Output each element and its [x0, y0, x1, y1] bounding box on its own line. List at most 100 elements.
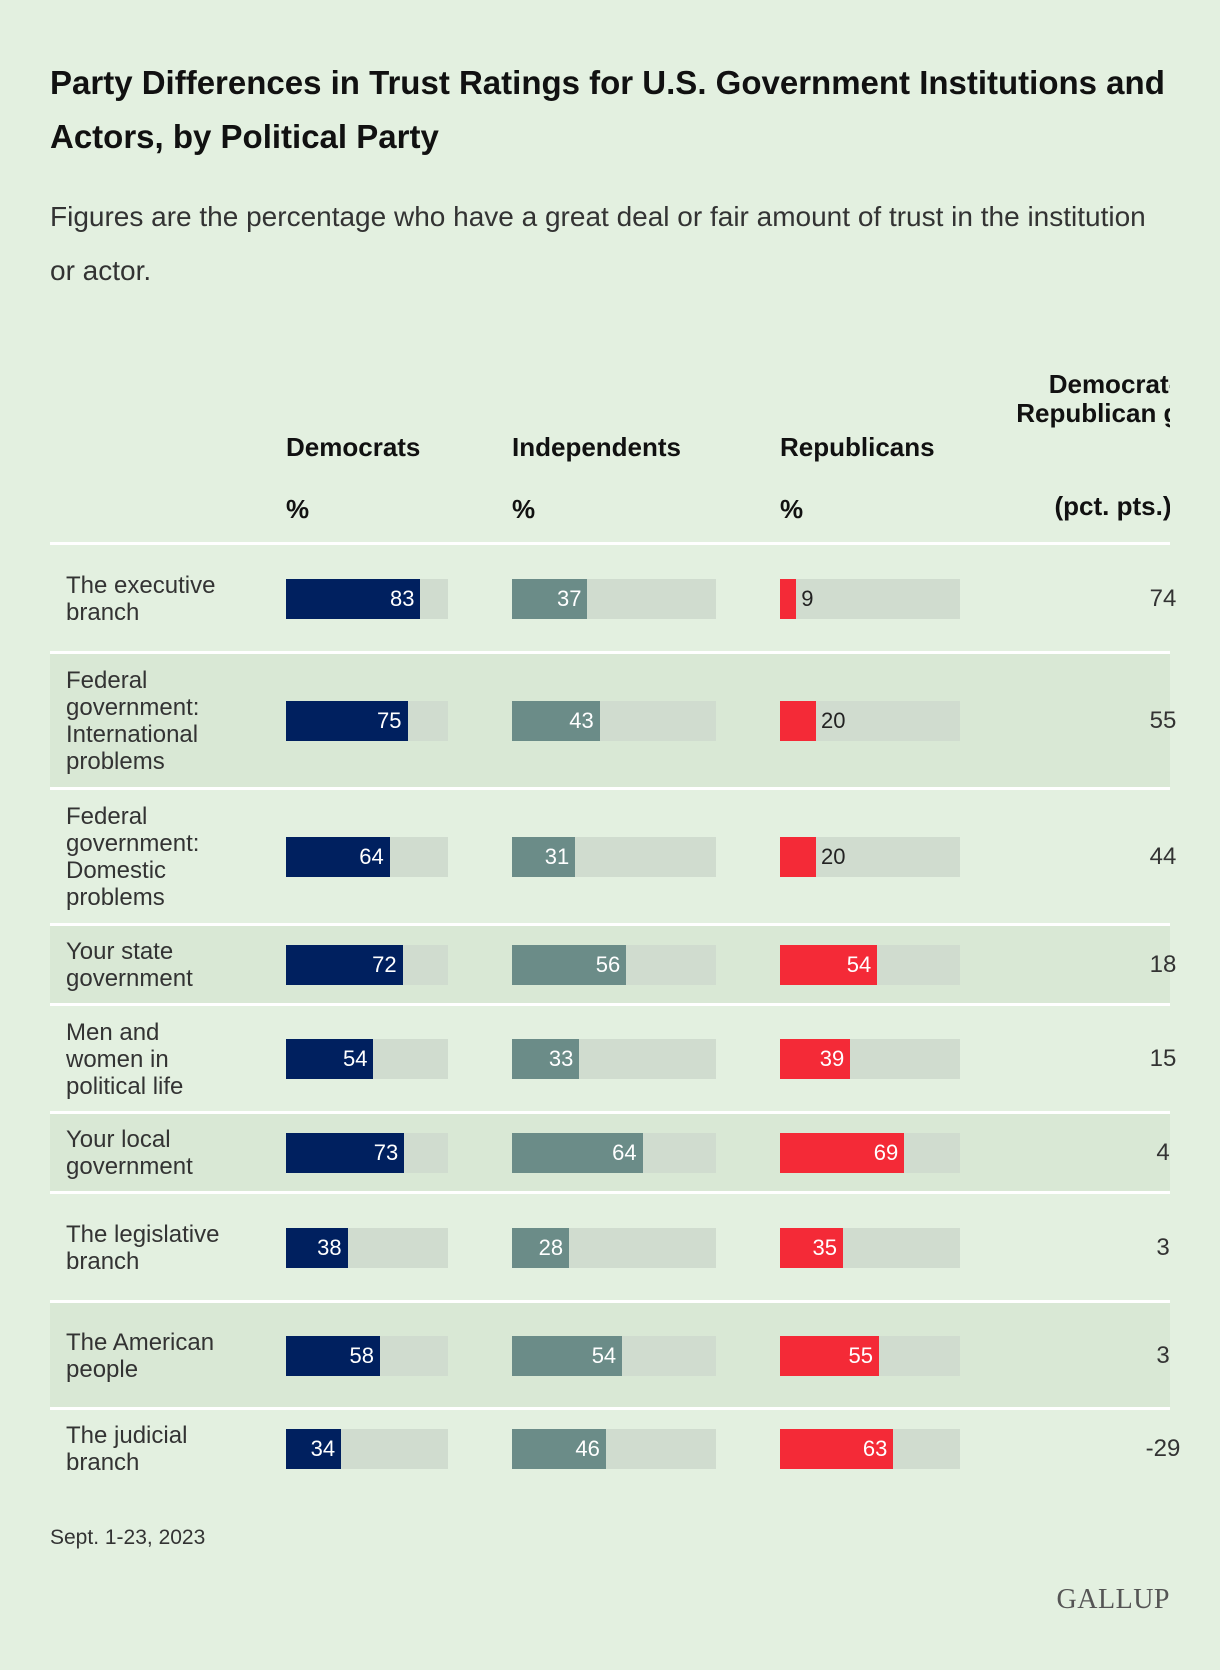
democrats-bar-track: 64	[286, 837, 448, 877]
democrats-bar	[286, 1428, 342, 1469]
row-label: Federal government: Domestic problems	[66, 803, 200, 911]
gap-value: 15	[1149, 1045, 1177, 1072]
republicans-bar	[780, 1039, 851, 1079]
gap-value: 55	[1149, 707, 1177, 734]
table-row: The judicial branch 34 46 63 -29	[50, 1407, 1180, 1486]
gap-value: 74	[1149, 584, 1177, 612]
republicans-bar-track: 20	[780, 701, 960, 741]
republicans-bar	[780, 1227, 843, 1268]
republicans-value-label: 39	[819, 1046, 845, 1071]
independents-bar	[512, 1133, 643, 1173]
table-row: The legislative branch 38 28 35 3	[50, 1191, 1170, 1300]
independents-value-label: 64	[612, 1140, 637, 1165]
republicans-bar-track: 55	[780, 1335, 960, 1376]
democrats-bar-track: 34	[286, 1428, 448, 1469]
independents-bar	[512, 701, 600, 741]
chart-subtitle: Figures are the percentage who have a gr…	[50, 201, 1146, 286]
gap-value: 18	[1149, 951, 1177, 978]
independents-bar	[512, 1039, 580, 1079]
democrats-value-label: 58	[349, 1342, 374, 1368]
table-row: Men and women in political life 54 33 39 15	[50, 1003, 1176, 1111]
republicans-bar	[780, 945, 878, 985]
republicans-value-label: 20	[821, 708, 846, 733]
independents-bar-track: 64	[512, 1133, 716, 1173]
independents-bar	[512, 1227, 570, 1268]
independents-value-label: 56	[595, 952, 621, 977]
independents-bar	[512, 837, 576, 877]
table-row: Federal government: Domestic problems 64 3…	[50, 787, 1176, 923]
democrats-bar	[286, 1133, 405, 1173]
democrats-bar-track: 83	[286, 578, 448, 619]
democrats-value-label: 34	[310, 1435, 336, 1461]
independents-value-label: 37	[557, 585, 582, 611]
independents-bar-track: 28	[512, 1227, 716, 1268]
gap-value: 3	[1156, 1233, 1170, 1261]
democrats-bar-track: 38	[286, 1227, 448, 1268]
independents-bar-track: 46	[512, 1428, 716, 1469]
democrats-bar	[286, 945, 403, 985]
gap-value: 3	[1156, 1341, 1170, 1369]
independents-bar	[512, 1428, 606, 1469]
independents-bar	[512, 945, 627, 985]
republicans-bar-track: 63	[780, 1428, 960, 1469]
republicans-bar-track: 54	[780, 945, 960, 985]
independents-value-label: 43	[569, 708, 594, 733]
row-label: Men and women in political life	[66, 1018, 184, 1100]
republicans-bar	[780, 1133, 905, 1173]
democrats-bar-track: 58	[286, 1335, 448, 1376]
democrats-value-label: 72	[372, 952, 397, 977]
gap-value: -29	[1145, 1434, 1181, 1462]
republicans-bar-track: 69	[780, 1133, 960, 1173]
header-democrats: Democrats	[286, 432, 421, 462]
row-label: The American people	[66, 1328, 215, 1383]
header-republicans-pct: %	[780, 494, 804, 524]
independents-bar-track: 56	[512, 945, 716, 985]
independents-bar-track: 54	[512, 1335, 716, 1376]
republicans-bar	[780, 701, 816, 741]
row-label: Your local government	[66, 1126, 193, 1180]
table-row: Your state government 72 56 54 18	[50, 923, 1176, 1003]
row-label: Federal government: International proble…	[66, 667, 200, 775]
democrats-bar	[286, 578, 421, 619]
independents-bar-track: 33	[512, 1039, 716, 1079]
republicans-value-label: 63	[862, 1435, 888, 1461]
republicans-value-label: 9	[801, 585, 814, 611]
table-row: The American people 58 54 55 3	[50, 1300, 1170, 1407]
democrats-bar	[286, 1335, 380, 1376]
independents-bar-track: 43	[512, 701, 716, 741]
democrats-bar	[286, 1039, 374, 1079]
header-gap-container: Democrat-Republican gap (pct. pts.)	[1000, 370, 1170, 540]
democrats-bar	[286, 1227, 348, 1268]
row-label: The judicial branch	[66, 1421, 188, 1476]
democrats-value-label: 73	[373, 1140, 399, 1165]
row-label: Your state government	[66, 938, 193, 992]
republicans-bar-track: 9	[780, 578, 960, 619]
survey-date: Sept. 1-23, 2023	[50, 1526, 206, 1549]
republicans-bar	[780, 1335, 879, 1376]
independents-value-label: 54	[591, 1342, 617, 1368]
republicans-bar	[780, 1428, 894, 1469]
row-label: The executive branch	[66, 571, 216, 626]
header-independents-pct: %	[512, 494, 536, 524]
independents-value-label: 33	[548, 1046, 574, 1071]
independents-bar-track: 37	[512, 578, 716, 619]
header-democrats-pct: %	[286, 494, 310, 524]
democrats-value-label: 75	[377, 708, 402, 733]
democrats-bar-track: 75	[286, 701, 448, 741]
democrats-value-label: 83	[389, 585, 415, 611]
gap-value: 44	[1149, 843, 1177, 870]
republicans-value-label: 20	[821, 844, 846, 869]
chart-title: Party Differences in Trust Ratings for U…	[50, 64, 1165, 155]
democrats-bar-track: 54	[286, 1039, 448, 1079]
republicans-bar	[780, 578, 797, 619]
democrats-bar	[286, 701, 408, 741]
republicans-bar-track: 39	[780, 1039, 960, 1079]
democrats-bar	[286, 837, 390, 877]
header-gap: Democrat-Republican gap	[1016, 370, 1170, 428]
republicans-value-label: 55	[848, 1342, 873, 1368]
independents-value-label: 46	[575, 1435, 600, 1461]
independents-value-label: 28	[538, 1234, 564, 1260]
independents-bar	[512, 578, 588, 619]
republicans-bar-track: 20	[780, 837, 960, 877]
republicans-value-label: 35	[812, 1234, 837, 1260]
